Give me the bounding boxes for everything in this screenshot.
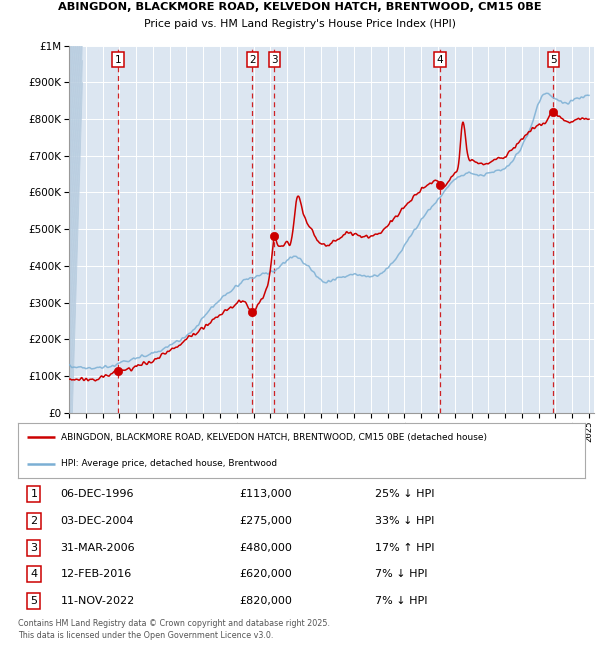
Text: 17% ↑ HPI: 17% ↑ HPI [375,543,435,552]
Text: £275,000: £275,000 [239,516,292,526]
Text: 1: 1 [31,489,37,499]
Text: 3: 3 [31,543,37,552]
Text: 7% ↓ HPI: 7% ↓ HPI [375,596,428,606]
Text: 7% ↓ HPI: 7% ↓ HPI [375,569,428,579]
Text: ABINGDON, BLACKMORE ROAD, KELVEDON HATCH, BRENTWOOD, CM15 0BE: ABINGDON, BLACKMORE ROAD, KELVEDON HATCH… [58,1,542,12]
Text: 2: 2 [31,516,37,526]
Text: 33% ↓ HPI: 33% ↓ HPI [375,516,434,526]
Text: 2: 2 [249,55,256,65]
Text: £480,000: £480,000 [239,543,292,552]
Text: 12-FEB-2016: 12-FEB-2016 [61,569,132,579]
Text: 4: 4 [31,569,37,579]
Text: 06-DEC-1996: 06-DEC-1996 [61,489,134,499]
Text: 4: 4 [437,55,443,65]
Text: 3: 3 [271,55,278,65]
Text: 11-NOV-2022: 11-NOV-2022 [61,596,135,606]
Text: 03-DEC-2004: 03-DEC-2004 [61,516,134,526]
Text: 5: 5 [550,55,557,65]
Text: HPI: Average price, detached house, Brentwood: HPI: Average price, detached house, Bren… [61,460,277,469]
Text: £820,000: £820,000 [239,596,292,606]
Text: ABINGDON, BLACKMORE ROAD, KELVEDON HATCH, BRENTWOOD, CM15 0BE (detached house): ABINGDON, BLACKMORE ROAD, KELVEDON HATCH… [61,433,487,442]
Text: 5: 5 [31,596,37,606]
Text: £620,000: £620,000 [239,569,292,579]
Text: Contains HM Land Registry data © Crown copyright and database right 2025.: Contains HM Land Registry data © Crown c… [18,619,330,628]
Text: £113,000: £113,000 [239,489,292,499]
Text: 1: 1 [115,55,121,65]
Text: This data is licensed under the Open Government Licence v3.0.: This data is licensed under the Open Gov… [18,630,274,640]
Text: 31-MAR-2006: 31-MAR-2006 [61,543,135,552]
Text: 25% ↓ HPI: 25% ↓ HPI [375,489,435,499]
Text: Price paid vs. HM Land Registry's House Price Index (HPI): Price paid vs. HM Land Registry's House … [144,19,456,29]
